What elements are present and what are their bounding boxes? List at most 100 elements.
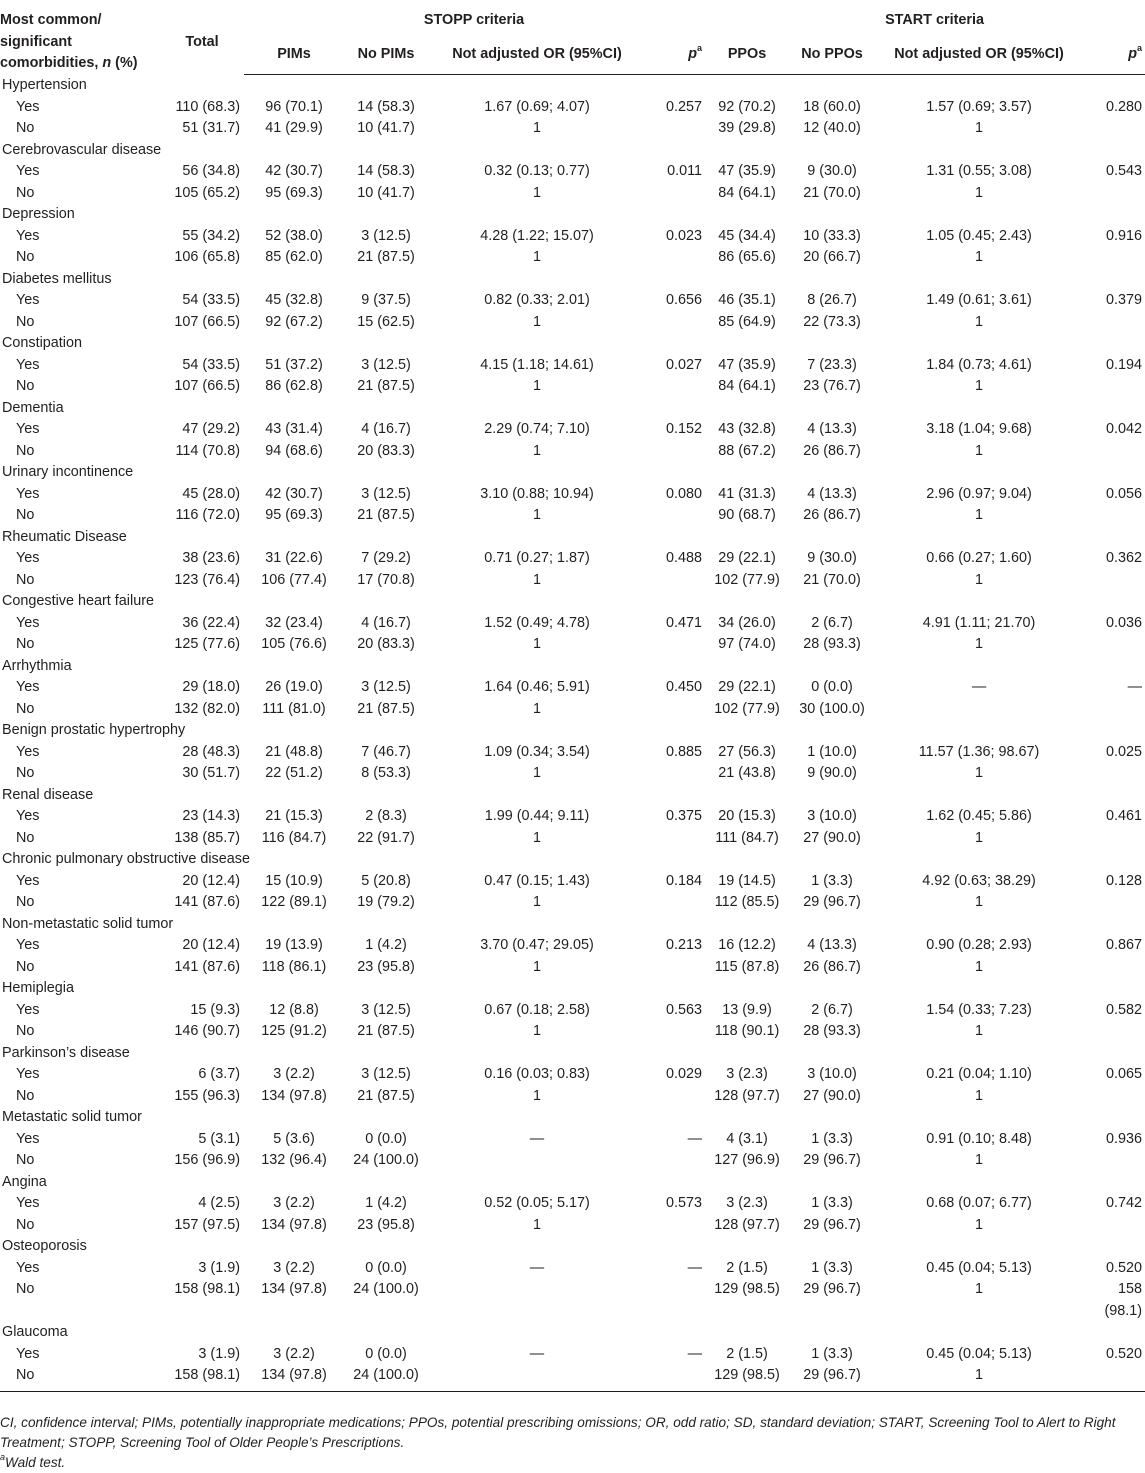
cell-total: 15 (9.3): [190, 1001, 240, 1018]
footnote-wald-text: Wald test.: [5, 1455, 66, 1470]
cell-ppos: 129 (98.5): [714, 1281, 780, 1297]
cell-ppos: 27 (56.3): [718, 743, 776, 760]
group-row: Arrhythmia: [0, 656, 1145, 678]
cell-ppos: 86 (65.6): [718, 249, 776, 265]
cell-pims: 45 (32.8): [265, 292, 323, 308]
table-row: Yes 28 (48.3) 21 (48.8) 7 (46.7) 1.09 (0.34;…: [0, 742, 1145, 764]
table-body: Hypertension Yes 110 (68.3) 96 (70.1) 14 (58…: [0, 75, 1145, 1392]
cell-p-stopp: [646, 699, 704, 721]
no-label: No: [16, 894, 35, 910]
cell-total: 141 (87.6): [174, 894, 240, 910]
cell-p-start: 0.936: [1106, 1130, 1143, 1147]
cell-no-ppos: 4 (13.3): [807, 937, 857, 953]
cell-total: 56 (34.8): [182, 163, 240, 179]
cell-total: 141 (87.6): [174, 958, 240, 975]
cell-total: 155 (96.3): [174, 1087, 240, 1104]
group-row: Rheumatic Disease: [0, 527, 1145, 549]
table-row: No 155 (96.3) 134 (97.8) 21 (87.5) 1 128 (97.…: [0, 1086, 1145, 1108]
cell-or-stopp: 1: [532, 1023, 541, 1039]
cell-ppos: 85 (64.9): [718, 313, 776, 330]
cell-p-start: 0.742: [1106, 1195, 1143, 1211]
cell-no-ppos: 22 (73.3): [803, 313, 861, 330]
cell-or-start: 1: [975, 894, 984, 910]
header-p-stopp-sup: a: [697, 43, 703, 54]
cell-p-stopp: 0.011: [667, 163, 703, 179]
cell-p-stopp: 0.257: [666, 98, 703, 115]
cell-total: 125 (77.6): [174, 636, 240, 652]
cell-no-ppos: 3 (10.0): [807, 808, 857, 824]
cell-total: 47 (29.2): [182, 421, 240, 437]
cell-pims: 5 (3.6): [273, 1130, 315, 1147]
yes-label: Yes: [16, 550, 40, 566]
cell-ppos: 112 (85.5): [714, 894, 780, 910]
comorbidity-name: Hypertension: [2, 77, 87, 93]
no-label: No: [0, 1365, 160, 1392]
cell-p-stopp: —: [687, 1259, 703, 1276]
cell-no-ppos: 9 (30.0): [807, 163, 857, 179]
cell-ppos: 102 (77.9): [714, 700, 780, 717]
cell-no-ppos: 21 (70.0): [803, 571, 861, 588]
cell-no-ppos: 1 (3.3): [811, 1130, 853, 1147]
cell-p-stopp: —: [687, 1130, 703, 1147]
no-label: No: [16, 313, 35, 330]
cell-or-start: 1: [975, 636, 984, 652]
group-row: Glaucoma: [0, 1322, 1145, 1344]
header-or-start: Not adjusted OR (95%CI): [874, 37, 1085, 75]
header-p-start: pa: [1084, 37, 1145, 75]
cell-no-ppos: 9 (90.0): [807, 765, 857, 781]
no-label: No: [16, 765, 35, 781]
cell-or-start: 1: [975, 120, 984, 136]
no-label: No: [16, 700, 35, 717]
cell-no-ppos: 4 (13.3): [807, 485, 857, 502]
cell-p-stopp: 0.029: [666, 1066, 703, 1082]
no-label: No: [16, 1087, 35, 1104]
cell-total: 110 (68.3): [175, 98, 240, 115]
cell-pims: 116 (84.7): [261, 829, 327, 846]
cell-pims: 52 (38.0): [265, 227, 323, 244]
cell-no-ppos: 1 (3.3): [811, 1259, 853, 1276]
cell-total: 105 (65.2): [174, 184, 240, 201]
cell-pims: 92 (67.2): [265, 313, 323, 330]
cell-pims: 86 (62.8): [265, 378, 323, 394]
cell-no-ppos: 2 (6.7): [811, 1001, 853, 1018]
cell-ppos: 115 (87.8): [714, 958, 780, 975]
cell-or-stopp: 1: [532, 571, 541, 588]
cell-ppos: 13 (9.9): [722, 1001, 772, 1018]
cell-or-start: 1: [975, 507, 984, 523]
cell-pims: 31 (22.6): [265, 550, 323, 566]
table-row: No 116 (72.0) 95 (69.3) 21 (87.5) 1 90 (68.7)…: [0, 505, 1145, 527]
group-row: Metastatic solid tumor: [0, 1107, 1145, 1129]
table-row: Yes 55 (34.2) 52 (38.0) 3 (12.5) 4.28 (1.22;…: [0, 226, 1145, 248]
cell-or-stopp: —: [529, 1345, 545, 1362]
cell-ppos: 3 (2.3): [726, 1066, 768, 1082]
header-p-stopp-label: p: [688, 45, 697, 62]
cell-ppos: 2 (1.5): [726, 1345, 768, 1362]
cell-ppos: 41 (31.3): [718, 485, 776, 502]
cell-or-start: 1.54 (0.33; 7.23): [926, 1001, 1032, 1018]
cell-no-ppos: 29 (96.7): [803, 894, 861, 910]
table-row: No 158 (98.1) 134 (97.8) 24 (100.0) 129 (98.…: [0, 1279, 1145, 1322]
cell-no-ppos: 26 (86.7): [803, 442, 861, 459]
cell-or-stopp: 1.99 (0.44; 9.11): [484, 808, 590, 824]
cell-or-stopp: 1: [532, 765, 541, 781]
cell-no-ppos: 4 (13.3): [807, 421, 857, 437]
group-row: Hemiplegia: [0, 978, 1145, 1000]
footnote: CI, confidence interval; PIMs, potential…: [0, 1413, 1140, 1473]
cell-or-start: 4.91 (1.11; 21.70): [922, 614, 1036, 631]
cell-or-stopp: 1.52 (0.49; 4.78): [484, 614, 590, 631]
cell-no-pims: 14 (58.3): [357, 98, 415, 115]
cell-or-stopp: [428, 1150, 646, 1172]
cell-or-stopp: 1: [532, 378, 541, 394]
cell-ppos: 118 (90.1): [714, 1023, 780, 1039]
cell-no-pims: 3 (12.5): [361, 1066, 411, 1082]
comorbidity-name: Non-metastatic solid tumor: [2, 915, 174, 932]
yes-label: Yes: [16, 485, 40, 502]
yes-label: Yes: [16, 1001, 40, 1018]
comorbidity-name: Dementia: [2, 399, 64, 416]
cell-p-stopp: 0.450: [666, 679, 703, 695]
cell-total: 106 (65.8): [174, 249, 240, 265]
cell-p-start: 0.916: [1106, 227, 1143, 244]
no-label: No: [16, 1216, 35, 1233]
cell-p-stopp: 0.213: [666, 937, 703, 953]
